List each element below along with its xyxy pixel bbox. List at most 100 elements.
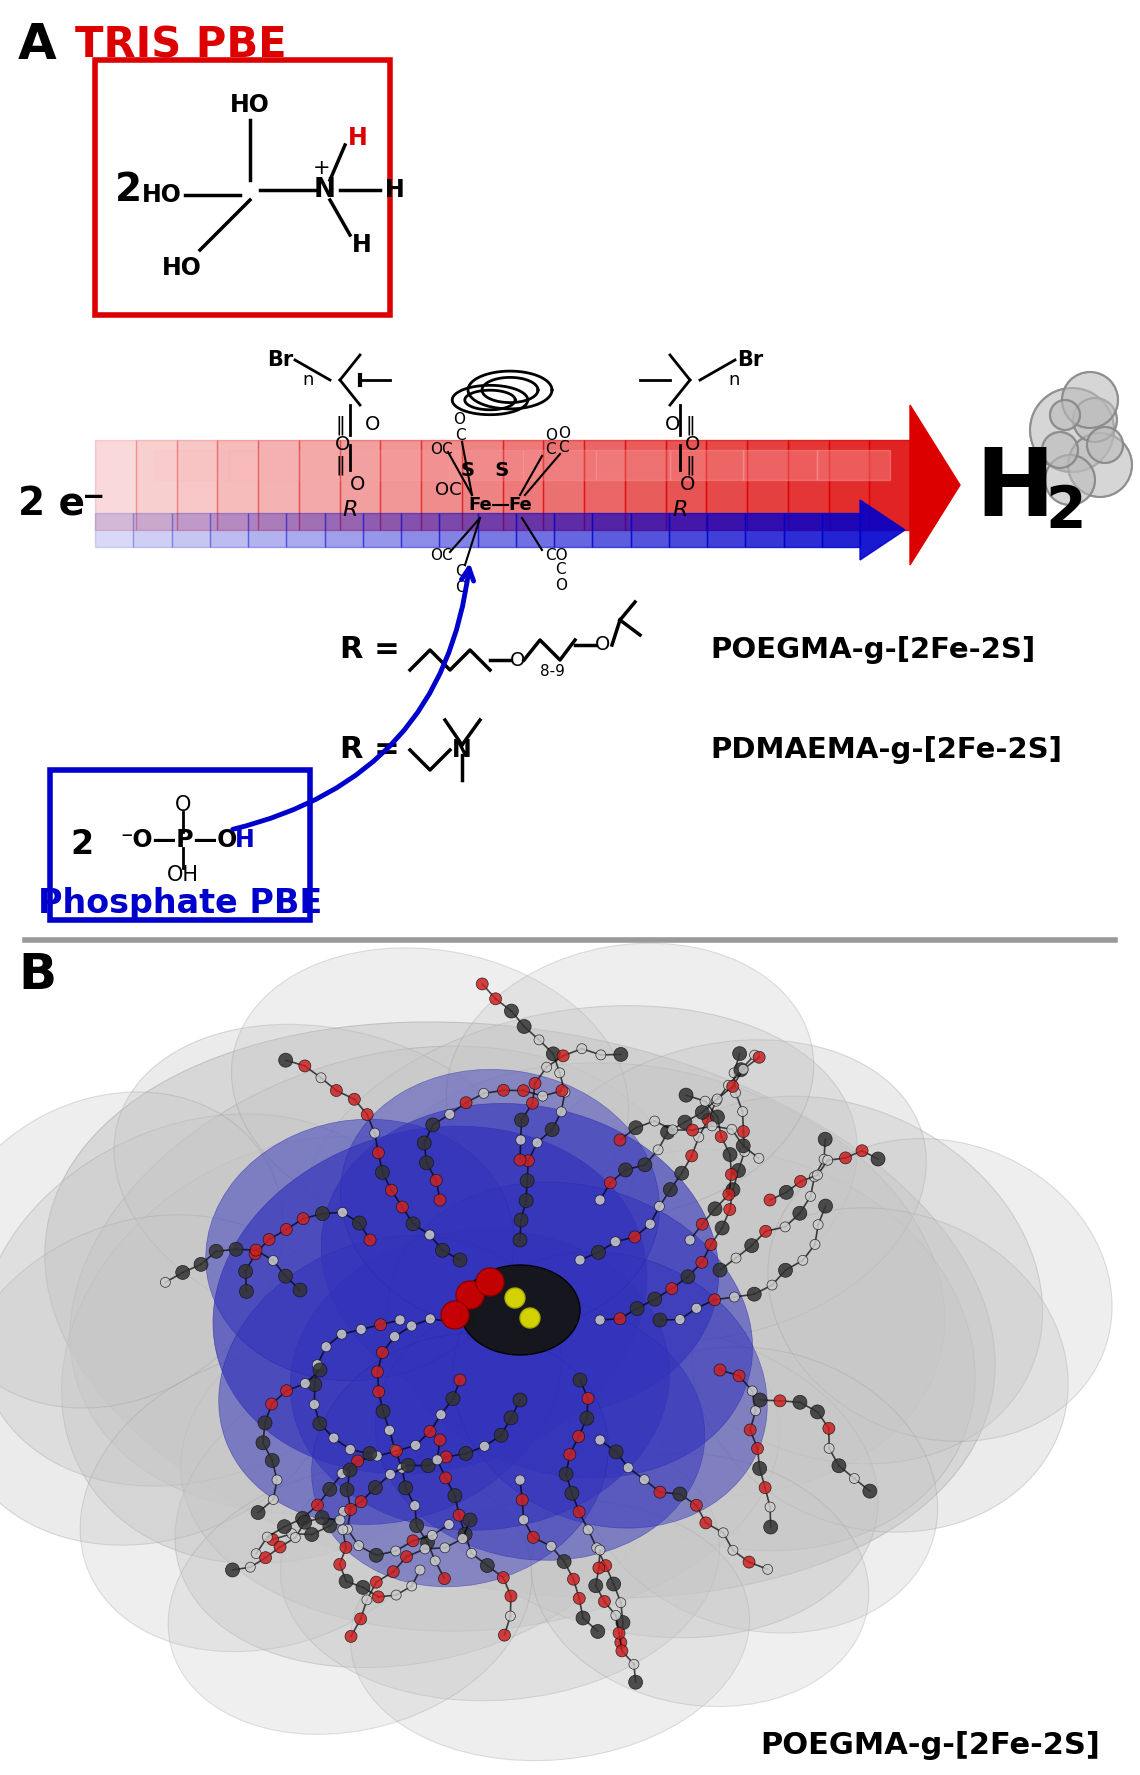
Circle shape [546, 1541, 556, 1551]
Circle shape [824, 1443, 834, 1454]
Circle shape [522, 1156, 535, 1166]
Ellipse shape [505, 1148, 975, 1551]
Circle shape [298, 1212, 309, 1225]
Text: POEGMA-g-[2Fe-2S]: POEGMA-g-[2Fe-2S] [710, 635, 1035, 664]
Circle shape [456, 1282, 484, 1308]
Polygon shape [593, 513, 630, 547]
Polygon shape [363, 513, 401, 547]
Ellipse shape [62, 1136, 538, 1564]
Circle shape [750, 1051, 759, 1060]
Circle shape [565, 1486, 579, 1500]
Circle shape [598, 1596, 610, 1608]
Polygon shape [522, 451, 596, 479]
Circle shape [375, 1166, 390, 1179]
Circle shape [323, 1482, 336, 1496]
Text: A: A [18, 21, 57, 69]
Circle shape [435, 1409, 446, 1420]
Circle shape [278, 1053, 293, 1067]
Circle shape [373, 1386, 384, 1397]
Polygon shape [503, 440, 544, 531]
Polygon shape [258, 440, 299, 531]
Text: H: H [348, 126, 368, 151]
Ellipse shape [205, 1120, 514, 1381]
Circle shape [337, 1207, 348, 1218]
Circle shape [694, 1132, 703, 1141]
Circle shape [323, 1519, 336, 1534]
Circle shape [439, 1573, 450, 1585]
Circle shape [280, 1223, 292, 1235]
Circle shape [1031, 389, 1114, 472]
Circle shape [335, 1516, 345, 1525]
Circle shape [308, 1377, 321, 1392]
Circle shape [421, 1459, 435, 1473]
Text: N: N [451, 738, 472, 761]
Circle shape [731, 1253, 741, 1264]
Text: ‖: ‖ [335, 454, 344, 474]
Circle shape [1050, 399, 1080, 430]
Circle shape [370, 1576, 382, 1589]
Circle shape [739, 1065, 748, 1074]
Text: Fe: Fe [469, 495, 491, 515]
Circle shape [312, 1360, 323, 1370]
Ellipse shape [311, 1333, 609, 1587]
Polygon shape [829, 440, 870, 531]
Circle shape [709, 1294, 720, 1306]
Circle shape [355, 1613, 367, 1624]
Circle shape [795, 1175, 807, 1187]
Polygon shape [630, 513, 669, 547]
Circle shape [724, 1203, 735, 1216]
Circle shape [349, 1093, 360, 1106]
Circle shape [504, 1005, 519, 1019]
Circle shape [702, 1113, 714, 1125]
Circle shape [229, 1242, 243, 1257]
Circle shape [239, 1285, 253, 1299]
Circle shape [424, 1425, 435, 1438]
Text: O: O [679, 476, 695, 495]
Circle shape [505, 1289, 526, 1308]
Circle shape [480, 1441, 489, 1452]
Ellipse shape [388, 1182, 752, 1479]
Circle shape [610, 1237, 620, 1246]
Circle shape [278, 1269, 293, 1283]
Circle shape [516, 1495, 528, 1505]
Polygon shape [302, 451, 375, 479]
Ellipse shape [321, 1104, 719, 1416]
Circle shape [675, 1166, 689, 1180]
Ellipse shape [453, 1251, 767, 1528]
Ellipse shape [80, 1349, 459, 1653]
Circle shape [731, 1088, 741, 1097]
Circle shape [675, 1315, 685, 1324]
Text: O: O [510, 650, 526, 669]
Circle shape [723, 1148, 738, 1161]
Circle shape [529, 1077, 542, 1090]
Circle shape [446, 1392, 459, 1406]
Circle shape [514, 1154, 526, 1166]
Ellipse shape [0, 1214, 345, 1546]
Text: OC: OC [430, 442, 453, 458]
Text: +: + [314, 158, 331, 178]
Circle shape [660, 1125, 675, 1140]
Text: R =: R = [340, 635, 400, 664]
Circle shape [498, 1629, 511, 1642]
Text: O: O [350, 476, 366, 495]
Circle shape [767, 1280, 777, 1290]
Polygon shape [747, 440, 788, 531]
Circle shape [400, 1551, 413, 1562]
Text: O: O [557, 426, 570, 440]
Circle shape [640, 1475, 650, 1484]
Circle shape [407, 1582, 417, 1590]
Circle shape [453, 1253, 467, 1267]
Circle shape [376, 1347, 389, 1358]
Circle shape [823, 1422, 834, 1434]
Polygon shape [381, 440, 421, 531]
Circle shape [556, 1108, 567, 1116]
Circle shape [312, 1416, 327, 1431]
Circle shape [337, 1468, 347, 1479]
Circle shape [434, 1195, 446, 1205]
Circle shape [311, 1500, 324, 1511]
Circle shape [466, 1548, 477, 1558]
Ellipse shape [514, 1040, 927, 1340]
Circle shape [291, 1532, 300, 1542]
Text: n: n [302, 371, 314, 389]
Text: O: O [545, 428, 557, 442]
